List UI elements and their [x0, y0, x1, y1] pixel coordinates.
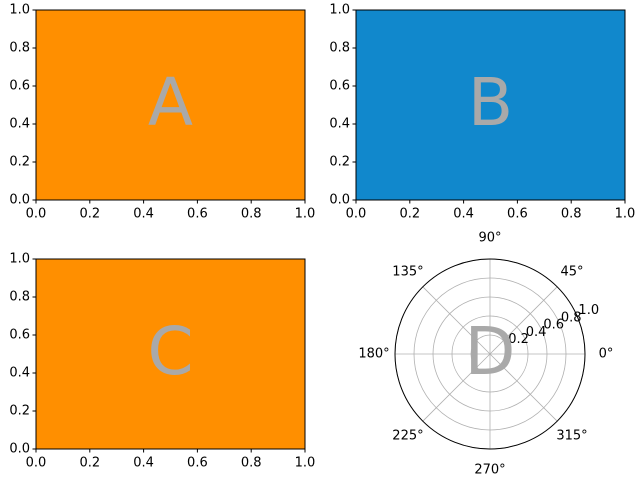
x-tick-label: 0.8 — [561, 207, 582, 222]
y-tick-label: 0.6 — [9, 328, 30, 343]
theta-tick-label: 90° — [478, 231, 501, 246]
panel-letter: B — [468, 64, 513, 141]
x-tick-label: 0.2 — [399, 207, 420, 222]
theta-tick-label: 270° — [474, 463, 505, 478]
x-tick-label: 0.2 — [79, 207, 100, 222]
theta-grid-line — [489, 353, 558, 422]
theta-grid-line — [489, 286, 558, 355]
y-tick-label: 0.2 — [9, 404, 30, 419]
r-tick-label: 0.8 — [561, 310, 582, 325]
x-tick-label: 0.0 — [346, 207, 367, 222]
y-tick-label: 0.0 — [9, 442, 30, 457]
y-tick-label: 0.4 — [329, 117, 350, 132]
x-tick-label: 0.0 — [26, 456, 47, 471]
theta-tick-label: 225° — [392, 429, 423, 444]
x-tick-label: 0.4 — [133, 207, 154, 222]
theta-tick-label: 135° — [392, 264, 423, 279]
x-tick-label: 0.4 — [133, 456, 154, 471]
theta-grid-line — [422, 353, 491, 422]
axes-frame — [355, 9, 626, 201]
y-tick-label: 1.0 — [329, 3, 350, 18]
theta-tick-label: 45° — [561, 264, 584, 279]
x-tick-label: 0.6 — [187, 456, 208, 471]
axes-background — [36, 10, 305, 200]
y-tick-label: 0.2 — [9, 155, 30, 170]
theta-tick-label: 0° — [599, 347, 614, 362]
y-tick-label: 0.0 — [329, 193, 350, 208]
r-tick-label: 1.0 — [578, 303, 599, 318]
r-tick-label: 0.6 — [543, 318, 564, 333]
y-tick-label: 1.0 — [9, 252, 30, 267]
y-tick-label: 1.0 — [9, 3, 30, 18]
x-tick-label: 1.0 — [615, 207, 636, 222]
axes-frame — [35, 9, 306, 201]
r-tick-label: 0.2 — [508, 332, 529, 347]
x-tick-label: 0.8 — [241, 207, 262, 222]
y-tick-label: 0.4 — [9, 366, 30, 381]
x-tick-label: 1.0 — [295, 456, 316, 471]
x-tick-label: 0.2 — [79, 456, 100, 471]
x-tick-label: 0.8 — [241, 456, 262, 471]
r-tick-label: 0.4 — [526, 325, 547, 340]
y-tick-label: 0.6 — [329, 79, 350, 94]
axes-background — [356, 10, 625, 200]
theta-tick-label: 180° — [358, 347, 389, 362]
y-tick-label: 0.8 — [329, 41, 350, 56]
x-tick-label: 0.4 — [453, 207, 474, 222]
theta-tick-label: 315° — [556, 429, 587, 444]
y-tick-label: 0.2 — [329, 155, 350, 170]
theta-grid-line — [422, 286, 491, 355]
axes-background — [36, 259, 305, 449]
x-tick-label: 0.6 — [507, 207, 528, 222]
panel-letter: A — [148, 64, 193, 141]
y-tick-label: 0.4 — [9, 117, 30, 132]
panel-letter: D — [465, 313, 516, 390]
x-tick-label: 0.6 — [187, 207, 208, 222]
axes-frame — [35, 258, 306, 450]
y-tick-label: 0.8 — [9, 290, 30, 305]
panel-letter: C — [147, 313, 193, 390]
x-tick-label: 1.0 — [295, 207, 316, 222]
polar-spine — [394, 258, 586, 450]
x-tick-label: 0.0 — [26, 207, 47, 222]
y-tick-label: 0.8 — [9, 41, 30, 56]
y-tick-label: 0.6 — [9, 79, 30, 94]
y-tick-label: 0.0 — [9, 193, 30, 208]
